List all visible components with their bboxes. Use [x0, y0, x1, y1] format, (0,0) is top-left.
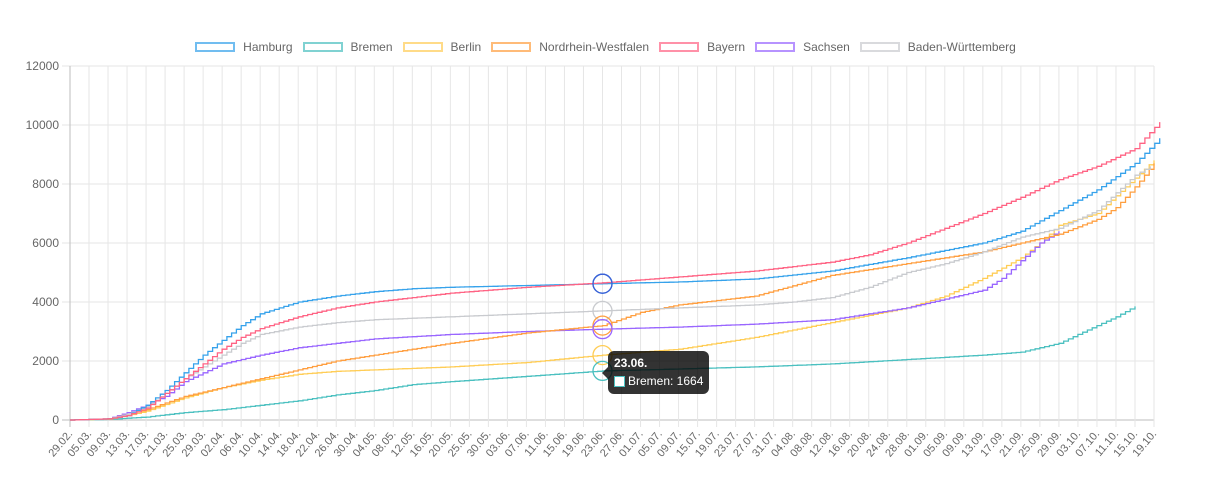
chart-tooltip: 23.06. Bremen: 1664 [601, 351, 710, 394]
y-tick-label: 6000 [32, 236, 59, 250]
legend-label: Baden-Württemberg [907, 40, 1016, 54]
tooltip-color-swatch [614, 375, 625, 387]
tooltip-title: 23.06. [614, 356, 648, 370]
y-tick-label: 12000 [26, 59, 60, 73]
legend-label: Hamburg [243, 40, 293, 54]
legend-item-sachsen[interactable]: Sachsen [755, 40, 850, 54]
y-tick-label: 8000 [32, 177, 59, 191]
y-tick-label: 0 [52, 413, 59, 427]
legend-color-box [195, 42, 236, 52]
legend-item-berlin[interactable]: Berlin [402, 40, 482, 54]
legend-label: Bayern [707, 40, 746, 54]
hover-marker [592, 273, 613, 294]
series-line-bayern[interactable] [70, 122, 1161, 421]
y-tick-label: 10000 [26, 118, 60, 132]
legend-label: Sachsen [803, 40, 850, 54]
y-axis: 0 2000 4000 6000 8000 10000 12000 [26, 59, 60, 427]
legend-item-bayern[interactable]: Bayern [659, 40, 745, 54]
chart-legend: Hamburg Bremen Berlin Nordrhein-Westfalen Ba… [0, 40, 1211, 54]
hover-marker [592, 300, 613, 322]
legend-item-bremen[interactable]: Bremen [302, 40, 393, 54]
tooltip-body: Bremen: 1664 [614, 374, 703, 388]
tooltip-value: Bremen: 1664 [628, 374, 704, 388]
legend-color-box [402, 42, 443, 52]
legend-label: Berlin [450, 40, 482, 54]
legend-color-box [755, 42, 796, 52]
y-tick-label: 2000 [32, 354, 59, 368]
x-axis: 29.02.05.03.09.03.13.03.17.03.21.03.25.0… [46, 428, 1159, 459]
series-line-hamburg[interactable] [70, 138, 1161, 421]
legend-label: Bremen [350, 40, 393, 54]
legend-color-box [659, 42, 700, 52]
hover-marker [592, 318, 613, 340]
legend-item-baden-w-rttemberg[interactable]: Baden-Württemberg [859, 40, 1016, 54]
legend-item-hamburg[interactable]: Hamburg [195, 40, 293, 54]
y-tick-label: 4000 [32, 295, 59, 309]
legend-item-nordrhein-westfalen[interactable]: Nordrhein-Westfalen [491, 40, 649, 54]
legend-label: Nordrhein-Westfalen [539, 40, 650, 54]
legend-color-box [302, 42, 343, 52]
legend-color-box [491, 42, 532, 52]
legend-color-box [859, 42, 900, 52]
